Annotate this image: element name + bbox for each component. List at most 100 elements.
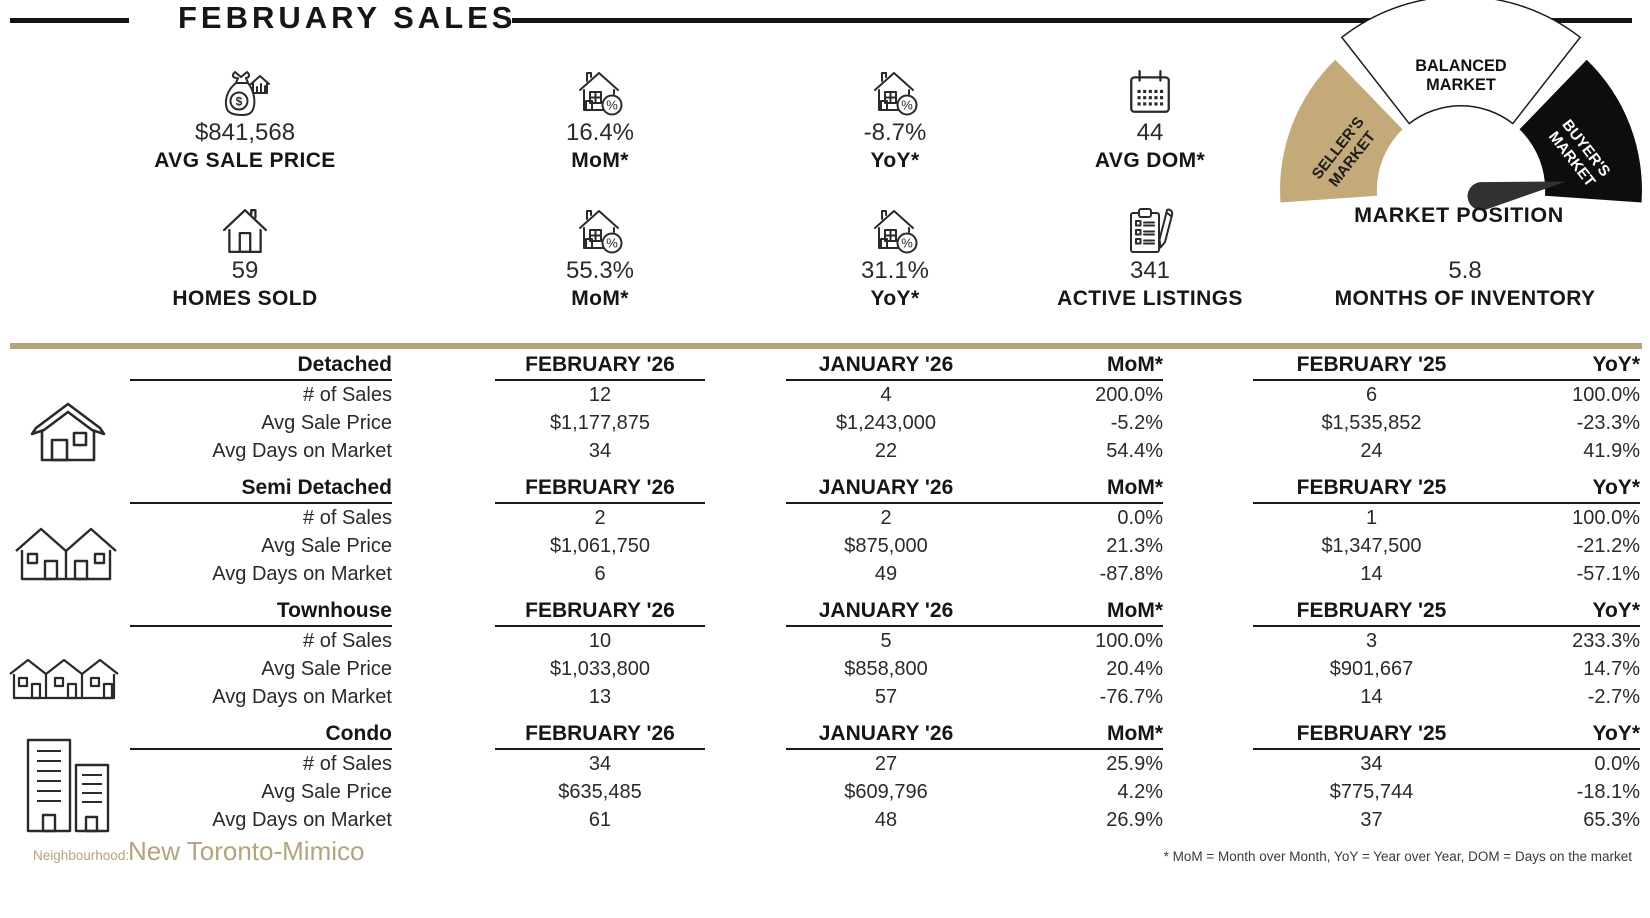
table-row: # of Sales 34 27 25.9% 34 0.0% <box>0 750 1650 778</box>
neighbourhood-label: Neighbourhood: <box>33 848 130 863</box>
column-header-yoy: YoY* <box>1592 599 1640 622</box>
value-cell: 25.9% <box>1106 753 1163 775</box>
row-label: Avg Sale Price <box>261 535 392 557</box>
table-row: Avg Sale Price $635,485 $609,796 4.2% $7… <box>0 778 1650 806</box>
value-cell: $1,347,500 <box>1321 535 1422 557</box>
balanced-market-segment <box>1340 0 1582 125</box>
stat-months-of-inventory: 5.8 MONTHS OF INVENTORY <box>1300 200 1630 312</box>
column-header-yoy: YoY* <box>1592 353 1640 376</box>
row-label: # of Sales <box>303 753 392 775</box>
house-percent-icon: % <box>745 200 1045 256</box>
table-row: Avg Days on Market 13 57 -76.7% 14 -2.7% <box>0 683 1650 711</box>
row-label: # of Sales <box>303 507 392 529</box>
column-header-feb26: FEBRUARY '26 <box>495 350 705 381</box>
table-row: Avg Sale Price $1,033,800 $858,800 20.4%… <box>0 655 1650 683</box>
value-cell: 6 <box>1365 384 1378 406</box>
footnote: * MoM = Month over Month, YoY = Year ove… <box>1163 849 1632 864</box>
stat-avg-dom: 44 AVG DOM* <box>1000 62 1300 174</box>
value-cell: 14 <box>1360 686 1383 708</box>
row-label: Avg Days on Market <box>212 809 392 831</box>
table-section-semi-detached: Semi Detached FEBRUARY '26 JANUARY '26 Mo… <box>0 473 1650 596</box>
value-cell: $609,796 <box>844 781 928 803</box>
column-header-feb25: FEBRUARY '25 <box>1296 599 1447 622</box>
value-cell: 4 <box>880 384 892 406</box>
column-header-jan26: JANUARY '26 <box>818 722 954 745</box>
value-cell: -18.1% <box>1576 781 1640 803</box>
neighbourhood-value: New Toronto-Mimico <box>128 836 365 866</box>
value-cell: 12 <box>588 384 612 406</box>
column-header-feb25: FEBRUARY '25 <box>1296 353 1447 376</box>
stat-sales-yoy: % 31.1% YoY* <box>745 200 1045 312</box>
column-header-feb25: FEBRUARY '25 <box>1296 722 1447 745</box>
table-row: Avg Sale Price $1,177,875 $1,243,000 -5.… <box>0 409 1650 437</box>
house-percent-icon: % <box>450 200 750 256</box>
title-rule-left <box>10 18 129 23</box>
house-percent-icon: % <box>745 62 1045 118</box>
value-cell: -5.2% <box>1110 412 1163 434</box>
value-cell: 34 <box>588 753 612 775</box>
stat-value: 16.4% <box>565 119 635 146</box>
value-cell: 65.3% <box>1583 809 1640 831</box>
title-rule-right <box>512 18 1632 23</box>
stat-avg-sale-price: $ $841,568 AVG SALE PRICE <box>95 62 395 174</box>
value-cell: 100.0% <box>1572 507 1640 529</box>
semi-detached-house-icon <box>14 521 118 581</box>
stat-label: ACTIVE LISTINGS <box>1057 287 1243 310</box>
column-header-feb26: FEBRUARY '26 <box>495 596 705 627</box>
svg-text:MARKET: MARKET <box>1426 76 1496 94</box>
value-cell: 4.2% <box>1117 781 1163 803</box>
table-row: Avg Days on Market 6 49 -87.8% 14 -57.1% <box>0 560 1650 588</box>
row-label: # of Sales <box>303 630 392 652</box>
value-cell: $1,061,750 <box>549 535 651 557</box>
stat-value: 31.1% <box>860 257 930 284</box>
value-cell: 2 <box>594 507 606 529</box>
value-cell: 100.0% <box>1095 630 1163 652</box>
property-type-header: Semi Detached <box>130 473 392 504</box>
value-cell: 20.4% <box>1106 658 1163 680</box>
gauge-needle <box>1467 181 1567 211</box>
row-label: Avg Days on Market <box>212 440 392 462</box>
stat-homes-sold: 59 HOMES SOLD <box>95 200 395 312</box>
value-cell: -21.2% <box>1576 535 1640 557</box>
value-cell: 6 <box>594 563 606 585</box>
row-label: # of Sales <box>303 384 392 406</box>
value-cell: 100.0% <box>1572 384 1640 406</box>
value-cell: 24 <box>1360 440 1383 462</box>
svg-text:$: $ <box>236 95 243 109</box>
stat-active-listings: 341 ACTIVE LISTINGS <box>1000 200 1300 312</box>
row-label: Avg Sale Price <box>261 658 392 680</box>
clipboard-pen-icon <box>1000 200 1300 256</box>
stat-label: MoM* <box>571 287 629 310</box>
stat-price-yoy: % -8.7% YoY* <box>745 62 1045 174</box>
column-header-jan26: JANUARY '26 <box>818 599 954 622</box>
table-row: Avg Days on Market 61 48 26.9% 37 65.3% <box>0 806 1650 834</box>
svg-text:%: % <box>606 236 618 251</box>
value-cell: 21.3% <box>1106 535 1163 557</box>
table-section-condo: Condo FEBRUARY '26 JANUARY '26 MoM* FEBRU… <box>0 719 1650 842</box>
value-cell: 0.0% <box>1594 753 1640 775</box>
detached-house-icon <box>26 398 110 462</box>
value-cell: 41.9% <box>1583 440 1640 462</box>
value-cell: -57.1% <box>1576 563 1640 585</box>
value-cell: 200.0% <box>1095 384 1163 406</box>
value-cell: 48 <box>874 809 898 831</box>
value-cell: $775,744 <box>1329 781 1414 803</box>
stat-sales-mom: % 55.3% MoM* <box>450 200 750 312</box>
value-cell: 26.9% <box>1106 809 1163 831</box>
property-type-table: Detached FEBRUARY '26 JANUARY '26 MoM* FE… <box>0 350 1650 842</box>
value-cell: $1,033,800 <box>549 658 651 680</box>
value-cell: 14.7% <box>1583 658 1640 680</box>
page-title: FEBRUARY SALES <box>178 0 517 35</box>
value-cell: -2.7% <box>1587 686 1640 708</box>
svg-text:BALANCED: BALANCED <box>1415 57 1507 75</box>
property-type-header: Detached <box>130 350 392 381</box>
row-label: Avg Sale Price <box>261 412 392 434</box>
value-cell: 14 <box>1360 563 1383 585</box>
table-section-townhouse: Townhouse FEBRUARY '26 JANUARY '26 MoM* F… <box>0 596 1650 719</box>
row-label: Avg Days on Market <box>212 563 392 585</box>
stat-label: AVG SALE PRICE <box>154 149 336 172</box>
condo-buildings-icon <box>22 737 112 833</box>
value-cell: 13 <box>588 686 612 708</box>
table-section-detached: Detached FEBRUARY '26 JANUARY '26 MoM* FE… <box>0 350 1650 473</box>
